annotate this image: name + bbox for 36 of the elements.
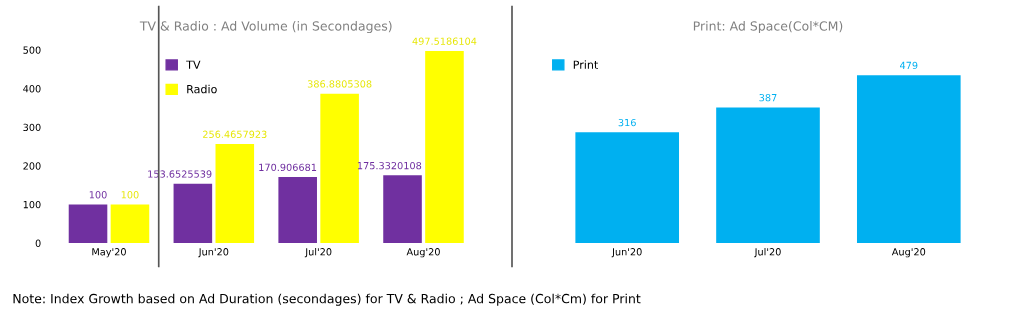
bar <box>278 177 317 244</box>
data-label: 497.5186104 <box>412 37 477 45</box>
y-tick-label: 300 <box>23 123 41 132</box>
y-tick-label: 100 <box>23 200 41 209</box>
data-label: 100 <box>89 191 107 199</box>
data-label: 256.4657923 <box>203 130 267 138</box>
y-tick-label: 500 <box>23 46 41 54</box>
x-tick-label: Jun'20 <box>198 248 229 258</box>
bar <box>68 204 108 244</box>
bar <box>215 144 255 244</box>
data-label: 170.906681 <box>259 163 317 172</box>
x-tick-label: Jul'20 <box>304 247 332 258</box>
data-label: 479 <box>900 61 918 70</box>
bar <box>320 93 359 244</box>
legend-label: Radio <box>187 84 217 94</box>
bar <box>173 183 213 244</box>
text: Note: Index Growth based on Ad Duration (secondages) for TV & Radio ; Ad Space (Col*Cm) for Print <box>13 293 641 306</box>
data-label: 387 <box>759 94 777 102</box>
bar <box>425 50 464 244</box>
legend-label: TV <box>186 60 201 69</box>
legend-label: Print <box>573 60 599 69</box>
bar <box>383 175 422 244</box>
data-label: 100 <box>121 191 139 199</box>
y-tick-label: 400 <box>23 85 41 93</box>
bar <box>110 204 150 244</box>
x-tick-label: Aug'20 <box>891 248 926 258</box>
x-tick-label: Jul'20 <box>754 247 781 258</box>
x-tick-label: Jun'20 <box>611 248 642 258</box>
y-tick-label: 200 <box>23 162 41 170</box>
x-tick-label: May'20 <box>92 248 126 258</box>
chart-title: Print: Ad Space(Col*CM) <box>693 21 843 34</box>
x-tick-label: Aug'20 <box>406 248 440 258</box>
data-label: 386.8805308 <box>307 80 372 88</box>
chart-title: TV & Radio : Ad Volume (in Secondages) <box>139 21 392 34</box>
data-label: 316 <box>618 118 636 127</box>
y-tick-label: 0 <box>35 239 41 247</box>
